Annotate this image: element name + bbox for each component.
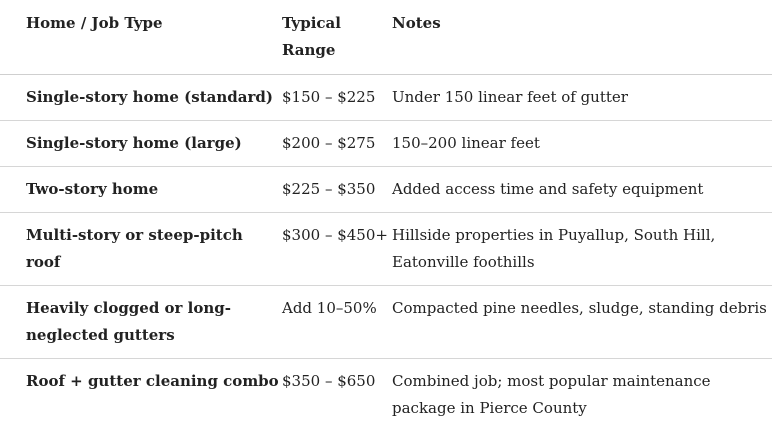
job-type-cell: Single-story home (large) [0, 121, 282, 167]
job-type-cell: Heavily clogged or long-neglected gutter… [0, 286, 282, 359]
notes-cell: Under 150 linear feet of gutter [392, 75, 772, 121]
job-type-cell: Single-story home (standard) [0, 75, 282, 121]
table-row: Two-story home $225 – $350 Added access … [0, 167, 772, 213]
notes-cell: Hillside properties in Puyallup, South H… [392, 213, 772, 286]
notes-cell: 150–200 linear feet [392, 121, 772, 167]
notes-cell: Combined job; most popular maintenance p… [392, 359, 772, 431]
range-cell: $350 – $650 [282, 359, 392, 431]
table-row: Heavily clogged or long-neglected gutter… [0, 286, 772, 359]
table-row: Single-story home (standard) $150 – $225… [0, 75, 772, 121]
range-cell: $150 – $225 [282, 75, 392, 121]
column-header-job-type: Home / Job Type [0, 0, 282, 75]
table-row: Roof + gutter cleaning combo $350 – $650… [0, 359, 772, 431]
notes-cell: Added access time and safety equipment [392, 167, 772, 213]
notes-cell: Compacted pine needles, sludge, standing… [392, 286, 772, 359]
table-row: Single-story home (large) $200 – $275 15… [0, 121, 772, 167]
range-cell: $200 – $275 [282, 121, 392, 167]
range-cell: $300 – $450+ [282, 213, 392, 286]
range-cell: Add 10–50% [282, 286, 392, 359]
table-header-row: Home / Job Type Typical Range Notes [0, 0, 772, 75]
job-type-cell: Roof + gutter cleaning combo [0, 359, 282, 431]
job-type-cell: Two-story home [0, 167, 282, 213]
column-header-typical-range: Typical Range [282, 0, 392, 75]
job-type-cell: Multi-story or steep-pitch roof [0, 213, 282, 286]
range-cell: $225 – $350 [282, 167, 392, 213]
column-header-notes: Notes [392, 0, 772, 75]
table-row: Multi-story or steep-pitch roof $300 – $… [0, 213, 772, 286]
